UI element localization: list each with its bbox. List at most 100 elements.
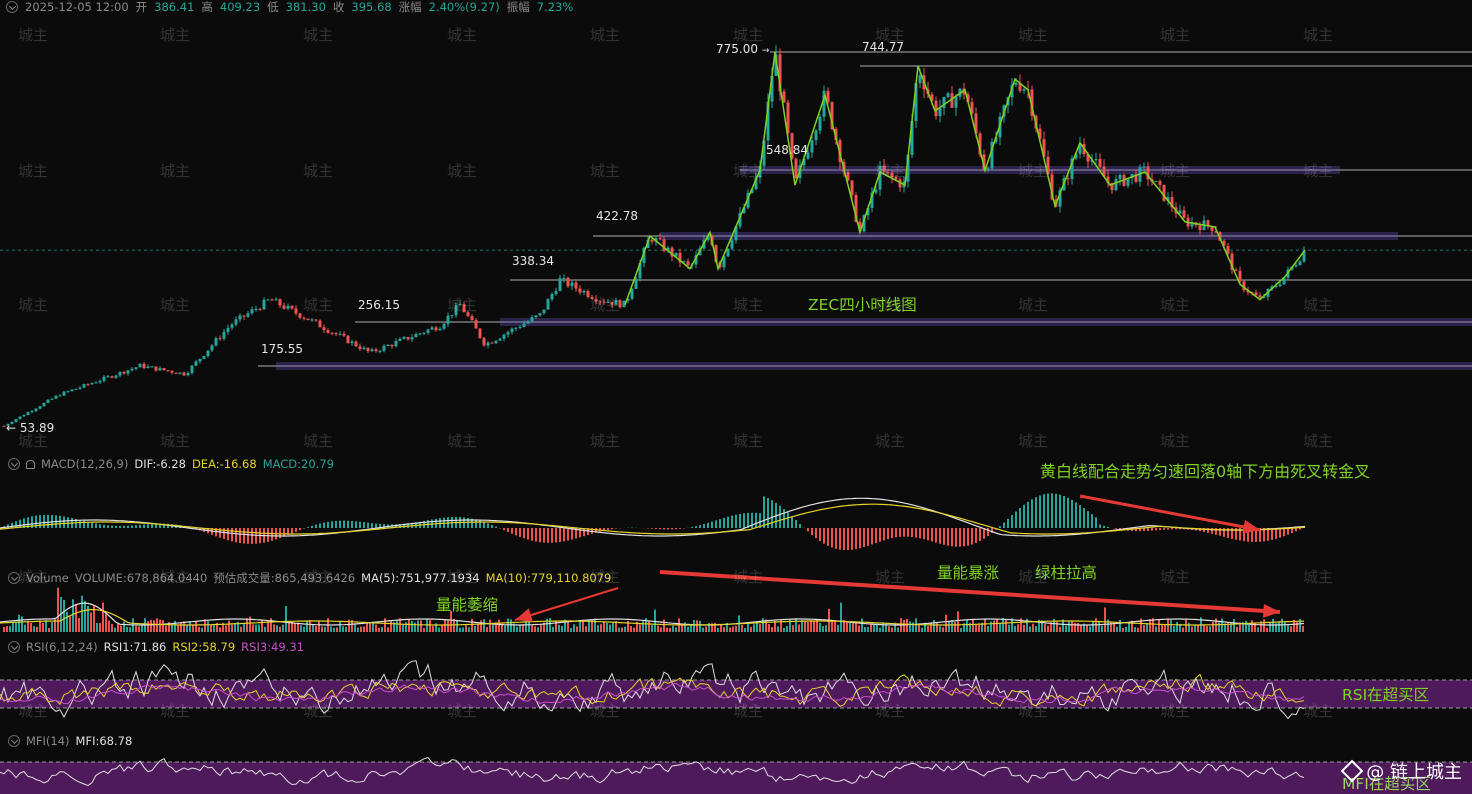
macd-histogram-bar	[939, 528, 941, 544]
volume-bar	[159, 619, 161, 632]
candle-body	[738, 212, 742, 227]
macd-histogram-bar	[1207, 528, 1209, 533]
volume-bar	[819, 622, 821, 632]
volume-bar	[339, 621, 341, 632]
macd-histogram-bar	[651, 528, 653, 529]
candle-body	[366, 347, 370, 352]
change-label: 涨幅	[398, 0, 422, 14]
volume-bar	[612, 621, 614, 632]
candle-body	[234, 319, 238, 325]
macd-histogram-bar	[1079, 505, 1081, 528]
volume-bar	[423, 627, 425, 632]
mfi-collapse-icon[interactable]	[8, 735, 20, 747]
macd-histogram-bar	[271, 528, 273, 541]
candle-body	[750, 189, 754, 193]
volume-bar	[135, 626, 137, 632]
volume-bar	[555, 620, 557, 632]
candle-body	[50, 398, 54, 400]
candle-body	[26, 412, 30, 416]
candle-body	[310, 319, 314, 321]
volume-value: VOLUME:678,864.0440	[74, 571, 208, 585]
volume-bar	[378, 627, 380, 632]
volume-bar	[975, 623, 977, 632]
candle-body	[518, 327, 522, 329]
candle-body	[554, 290, 558, 294]
macd-histogram-bar	[1035, 497, 1037, 528]
volume-bar	[540, 624, 542, 632]
candle-body	[470, 316, 474, 321]
volume-bar	[1203, 625, 1205, 632]
volume-collapse-icon[interactable]	[8, 572, 20, 584]
candle-body	[158, 367, 162, 371]
candle-body	[822, 90, 826, 117]
candle-body	[346, 335, 350, 344]
macd-histogram-bar	[131, 525, 133, 528]
macd-collapse-icon[interactable]	[8, 458, 20, 470]
volume-bar	[822, 626, 824, 632]
volume-bar	[492, 622, 494, 632]
volume-shrink-arrow-head	[515, 608, 533, 622]
macd-histogram-bar	[1271, 528, 1273, 540]
candle-body	[142, 363, 146, 369]
macd-histogram-bar	[699, 525, 701, 528]
volume-bar	[879, 627, 881, 632]
volume-bar	[1128, 622, 1130, 632]
volume-bar	[1218, 622, 1220, 632]
macd-histogram-bar	[979, 528, 981, 542]
volume-bar	[981, 622, 983, 632]
volume-bar	[117, 622, 119, 632]
volume-bar	[213, 623, 215, 632]
watermark-text: 城主	[1018, 296, 1049, 314]
volume-bar	[348, 619, 350, 632]
macd-histogram-bar	[1059, 494, 1061, 528]
volume-bar	[996, 619, 998, 632]
rsi-collapse-icon[interactable]	[8, 641, 20, 653]
macd-histogram-bar	[151, 523, 153, 528]
macd-histogram-bar	[1203, 528, 1205, 532]
volume-bar	[114, 627, 116, 632]
volume-bar	[765, 619, 767, 632]
candle-body	[1278, 284, 1282, 286]
volume-bar	[498, 619, 500, 632]
candle-body	[646, 239, 650, 249]
macd-histogram-bar	[467, 517, 469, 528]
volume-bar	[1134, 627, 1136, 632]
candle-body	[706, 236, 710, 241]
candle-body	[1038, 128, 1042, 140]
watermark-text: 城主	[1160, 26, 1191, 44]
candle-body	[390, 344, 394, 347]
candle-body	[266, 299, 270, 301]
candle-body	[766, 101, 770, 141]
volume-bar	[552, 626, 554, 632]
mfi-name: MFI(14)	[26, 734, 70, 748]
watermark-text: 城主	[160, 26, 191, 44]
macd-histogram-bar	[235, 528, 237, 543]
volume-bar	[666, 627, 668, 632]
alert-bell-icon[interactable]	[26, 459, 35, 469]
candle-body	[1094, 159, 1098, 161]
macd-dif-line	[0, 497, 1306, 537]
macd-histogram-bar	[1227, 528, 1229, 538]
volume-bar	[1008, 624, 1010, 632]
macd-histogram-bar	[163, 523, 165, 528]
macd-histogram-bar	[1119, 528, 1121, 530]
volume-bar	[750, 626, 752, 632]
macd-histogram-bar	[87, 521, 89, 528]
level-label-775: 775.00 →	[716, 42, 770, 56]
volume-surge-annotation: 量能暴涨	[937, 564, 1000, 582]
macd-histogram-bar	[1163, 528, 1165, 530]
candle-body	[182, 372, 186, 376]
volume-bar	[57, 587, 59, 632]
macd-histogram-bar	[771, 500, 773, 528]
watermark-text: 城主	[1160, 296, 1191, 314]
macd-histogram-bar	[887, 528, 889, 540]
candle-body	[254, 308, 258, 310]
watermark-text: 城主	[160, 162, 191, 180]
watermark-text: 城主	[18, 162, 49, 180]
macd-histogram-bar	[819, 528, 821, 542]
collapse-chevron-icon[interactable]	[6, 1, 18, 13]
candle-body	[178, 372, 182, 374]
candle-body	[854, 195, 858, 222]
candle-body	[298, 313, 302, 318]
macd-histogram-bar	[155, 523, 157, 528]
